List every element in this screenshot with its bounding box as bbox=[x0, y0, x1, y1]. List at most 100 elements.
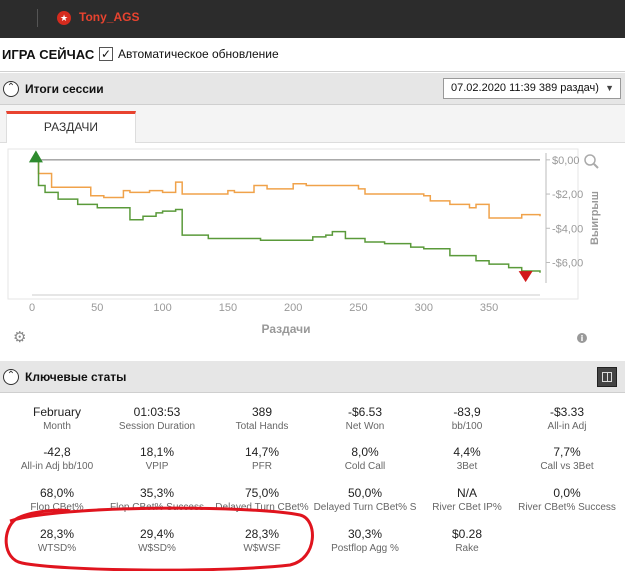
session-summary-header: ⌃ Итоги сессии 07.02.2020 11:39 389 разд… bbox=[0, 73, 625, 105]
stat-value: 50,0% bbox=[347, 486, 383, 500]
x-tick-label: 150 bbox=[219, 302, 237, 314]
stat-label: Cold Call bbox=[344, 461, 386, 472]
x-tick-label: 100 bbox=[153, 302, 171, 314]
session-select-value: 07.02.2020 11:39 389 раздач) bbox=[451, 82, 599, 94]
stat-cell: 28,3% W$WSF bbox=[210, 527, 314, 554]
stat-value: 68,0% bbox=[39, 486, 75, 500]
stat-label: River CBet IP% bbox=[432, 502, 502, 513]
x-tick-label: 0 bbox=[29, 302, 35, 314]
y-tick-label: $0,00 bbox=[552, 155, 580, 167]
stat-label: Delayed Turn CBet% bbox=[215, 502, 309, 513]
x-tick-label: 50 bbox=[91, 302, 103, 314]
divider bbox=[37, 9, 38, 27]
stat-value: 389 bbox=[251, 405, 273, 419]
stat-label: Postflop Agg % bbox=[331, 543, 399, 554]
stat-cell: 75,0% Delayed Turn CBet% bbox=[210, 486, 314, 513]
red-annotation-circle bbox=[4, 506, 314, 571]
stat-value: 0,0% bbox=[553, 486, 581, 500]
collapse-chevron-up-icon[interactable]: ⌃ bbox=[3, 369, 19, 385]
gear-icon: ⚙ bbox=[13, 328, 26, 346]
stat-label: W$WSF bbox=[243, 543, 281, 554]
stat-label: All-in Adj bbox=[547, 421, 587, 432]
stat-value: 7,7% bbox=[553, 445, 581, 459]
tab-hands[interactable]: РАЗДАЧИ bbox=[6, 111, 136, 143]
stat-cell: 01:03:53 Session Duration bbox=[105, 405, 209, 432]
stat-label: W$SD% bbox=[138, 543, 176, 554]
stat-value: $0.28 bbox=[451, 527, 483, 541]
stat-cell: 389 Total Hands bbox=[210, 405, 314, 432]
key-stats-title: Ключевые статы bbox=[25, 370, 127, 384]
winnings-chart: $0,00 -$2,00 -$4,00 -$6,00 Выигрыш 0 50 100 150 2… bbox=[0, 143, 625, 355]
stat-value: -$3.33 bbox=[549, 405, 585, 419]
stat-cell: February Month bbox=[5, 405, 109, 432]
stat-cell: $0.28 Rake bbox=[415, 527, 519, 554]
stat-cell: 18,1% VPIP bbox=[105, 445, 209, 472]
pokerstars-logo-icon: ★ bbox=[57, 11, 71, 25]
stat-value: 8,0% bbox=[351, 445, 379, 459]
stat-value: 75,0% bbox=[244, 486, 280, 500]
stat-label: Net Won bbox=[345, 421, 385, 432]
stat-cell: -42,8 All-in Adj bb/100 bbox=[5, 445, 109, 472]
stat-label: 3Bet bbox=[456, 461, 478, 472]
stat-cell: 30,3% Postflop Agg % bbox=[313, 527, 417, 554]
stat-value: -$6.53 bbox=[347, 405, 383, 419]
stat-cell: 14,7% PFR bbox=[210, 445, 314, 472]
stat-label: Flop CBet% bbox=[30, 502, 84, 513]
info-icon-glyph: i bbox=[581, 334, 584, 343]
stat-value: 01:03:53 bbox=[133, 405, 181, 419]
stat-label: bb/100 bbox=[451, 421, 483, 432]
stat-label: Delayed Turn CBet% S bbox=[313, 502, 417, 513]
layout-toggle-icon[interactable] bbox=[597, 367, 617, 387]
stat-cell: 50,0% Delayed Turn CBet% S bbox=[313, 486, 417, 513]
end-marker-triangle bbox=[518, 271, 533, 283]
top-bar: ★ Tony_AGS bbox=[0, 0, 625, 38]
x-tick-label: 350 bbox=[480, 302, 498, 314]
stat-cell: -$6.53 Net Won bbox=[313, 405, 417, 432]
stat-value: -83,9 bbox=[453, 405, 481, 419]
stat-value: 14,7% bbox=[244, 445, 280, 459]
stat-label: PFR bbox=[252, 461, 272, 472]
x-tick-label: 200 bbox=[284, 302, 302, 314]
stat-value: 28,3% bbox=[244, 527, 280, 541]
stat-value: 18,1% bbox=[139, 445, 175, 459]
x-axis-label: Раздачи bbox=[262, 322, 311, 336]
stat-value: 29,4% bbox=[139, 527, 175, 541]
y-tick-label: -$6,00 bbox=[552, 257, 583, 269]
collapse-chevron-up-icon[interactable]: ⌃ bbox=[3, 81, 19, 97]
key-stats-grid: February Month 01:03:53 Session Duration 389… bbox=[0, 393, 625, 571]
annotation-overlay bbox=[4, 506, 314, 571]
key-stats-header: ⌃ Ключевые статы bbox=[0, 361, 625, 393]
chart-svg: $0,00 -$2,00 -$4,00 -$6,00 Выигрыш 0 50 100 150 2… bbox=[7, 148, 601, 346]
stat-cell: 0,0% River CBet% Success bbox=[515, 486, 619, 513]
stat-label: Session Duration bbox=[118, 421, 196, 432]
stat-cell: 8,0% Cold Call bbox=[313, 445, 417, 472]
stat-cell: -83,9 bb/100 bbox=[415, 405, 519, 432]
stat-value: 28,3% bbox=[39, 527, 75, 541]
series-line-1 bbox=[32, 159, 541, 273]
stat-label: Call vs 3Bet bbox=[540, 461, 594, 472]
page-title: ИГРА СЕЙЧАС bbox=[2, 47, 95, 62]
stat-value: N/A bbox=[456, 486, 477, 500]
stat-value: 4,4% bbox=[453, 445, 481, 459]
auto-update-label[interactable]: Автоматическое обновление bbox=[118, 47, 279, 61]
stat-cell: 29,4% W$SD% bbox=[105, 527, 209, 554]
stat-cell: 7,7% Call vs 3Bet bbox=[515, 445, 619, 472]
plot-area bbox=[7, 148, 579, 300]
username[interactable]: Tony_AGS bbox=[79, 10, 140, 24]
stat-label: VPIP bbox=[145, 461, 169, 472]
info-icon bbox=[577, 333, 587, 343]
x-tick-label: 250 bbox=[349, 302, 367, 314]
stat-value: 35,3% bbox=[139, 486, 175, 500]
zoom-icon-handle bbox=[593, 163, 599, 169]
stat-label: River CBet% Success bbox=[518, 502, 616, 513]
y-axis-label: Выигрыш bbox=[589, 191, 601, 245]
stat-cell: 28,3% WTSD% bbox=[5, 527, 109, 554]
session-select[interactable]: 07.02.2020 11:39 389 раздач) ▼ bbox=[443, 78, 621, 99]
stat-label: WTSD% bbox=[37, 543, 77, 554]
stat-cell: -$3.33 All-in Adj bbox=[515, 405, 619, 432]
auto-update-checkbox[interactable]: ✓ bbox=[99, 47, 113, 61]
zoom-icon bbox=[584, 154, 596, 166]
stat-cell: 4,4% 3Bet bbox=[415, 445, 519, 472]
stat-cell: N/A River CBet IP% bbox=[415, 486, 519, 513]
tab-bar: РАЗДАЧИ bbox=[0, 105, 625, 143]
